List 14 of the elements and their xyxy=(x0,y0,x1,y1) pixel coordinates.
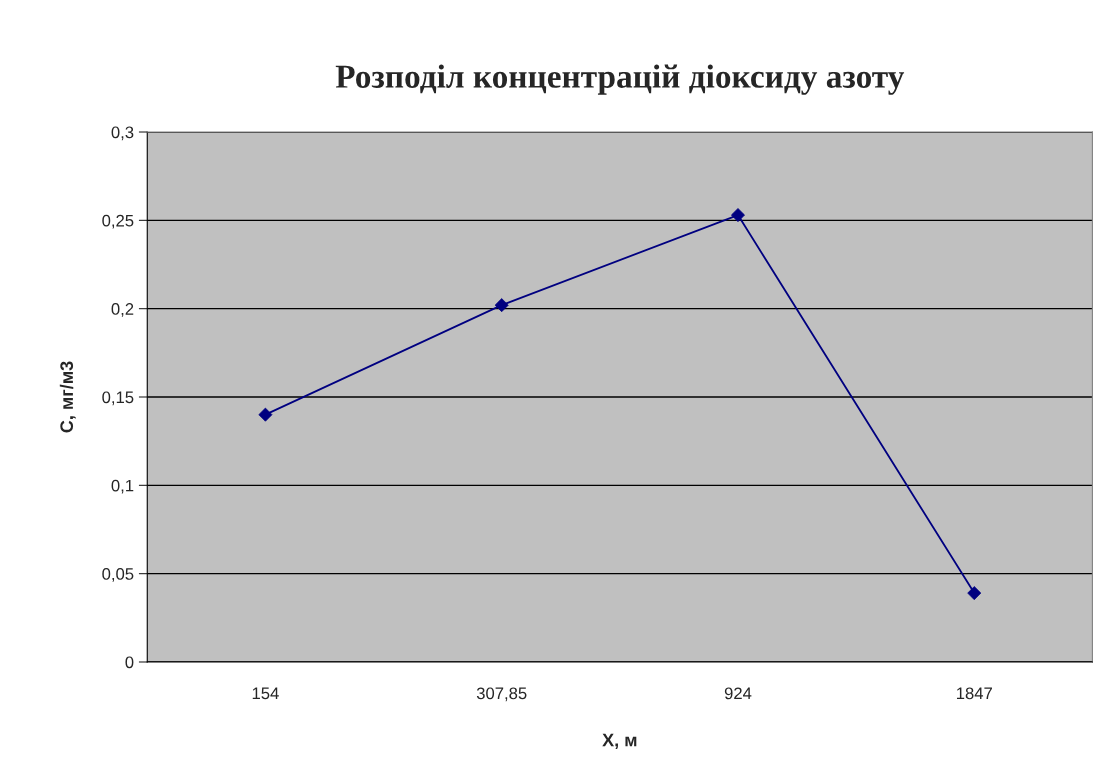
chart-title: Розподіл концентрацій діоксиду азоту xyxy=(335,64,905,95)
x-axis-title: X, м xyxy=(602,733,637,749)
x-tick-label: 154 xyxy=(252,687,279,700)
x-tick-label: 1847 xyxy=(957,687,992,700)
y-tick-label: 0,3 xyxy=(111,126,134,141)
y-tick-label: 0,1 xyxy=(111,479,134,494)
y-tick-label: 0 xyxy=(125,656,134,669)
x-tick-label: 307,85 xyxy=(476,687,527,702)
y-tick-label: 0,05 xyxy=(102,568,134,582)
y-axis-title: С, мг/м3 xyxy=(59,361,76,433)
x-tick-label: 924 xyxy=(724,687,752,700)
y-tick-label: 0,25 xyxy=(102,214,134,229)
y-tick-label: 0,15 xyxy=(102,391,134,406)
y-tick-label: 0,2 xyxy=(111,303,134,317)
